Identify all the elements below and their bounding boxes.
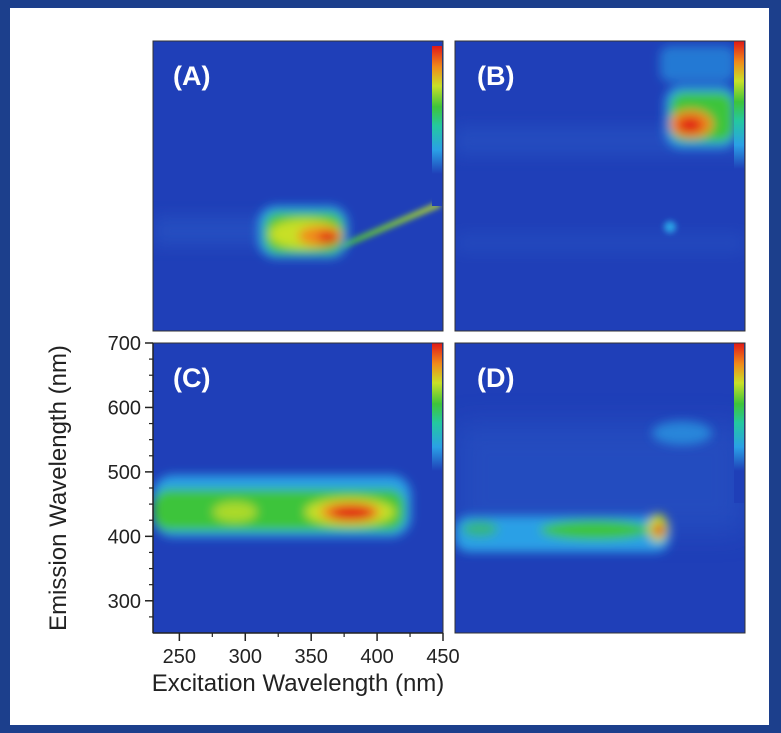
panel-d-label: (D) (477, 363, 514, 393)
panel-d-spot-upper (652, 421, 712, 445)
x-tick-label: 450 (426, 646, 459, 668)
panel-b-lower-band (455, 233, 745, 253)
panel-c-label: (C) (173, 363, 210, 393)
panel-a-peak (258, 206, 348, 258)
panel-c-band (153, 475, 411, 537)
panel-b-border (454, 40, 746, 332)
panel-d: (D) (455, 343, 745, 633)
panel-d-border (454, 342, 746, 634)
panel-a-colorbar (432, 46, 442, 206)
y-tick-label: 500 (108, 462, 141, 484)
x-tick-label: 250 (163, 646, 196, 668)
y-tick-label: 400 (108, 526, 141, 548)
panel-d-colorbar (734, 343, 744, 503)
panel-a-background (153, 41, 443, 331)
panel-b-small-spot (664, 221, 676, 233)
x-tick-label: 400 (360, 646, 393, 668)
panel-b-colorbar (734, 41, 744, 201)
y-axis-title: Emission Wavelength (nm) (45, 345, 72, 631)
y-tick-label: 600 (108, 397, 141, 419)
y-tick-label: 700 (108, 333, 141, 355)
x-tick-label: 300 (229, 646, 262, 668)
panel-d-band (455, 514, 670, 552)
y-tick-label: 300 (108, 591, 141, 613)
x-axis: 250 300 350 400 450 (153, 632, 460, 668)
figure-frame: (A) (B) (10, 8, 769, 725)
panel-c: (C) (153, 343, 443, 633)
panel-b-peak (660, 46, 737, 148)
panel-a: (A) (153, 41, 443, 331)
panel-c-colorbar (432, 343, 442, 503)
panel-b-label: (B) (477, 61, 514, 91)
x-tick-label: 350 (294, 646, 327, 668)
panel-a-border (152, 40, 444, 332)
panel-a-label: (A) (173, 61, 210, 91)
y-axis: 300 400 500 600 700 (108, 333, 154, 633)
x-axis-title: Excitation Wavelength (nm) (152, 670, 445, 697)
panel-b: (B) (455, 41, 745, 331)
eem-figure: (A) (B) (45, 40, 746, 697)
panel-a-diagonal-line (341, 201, 441, 249)
